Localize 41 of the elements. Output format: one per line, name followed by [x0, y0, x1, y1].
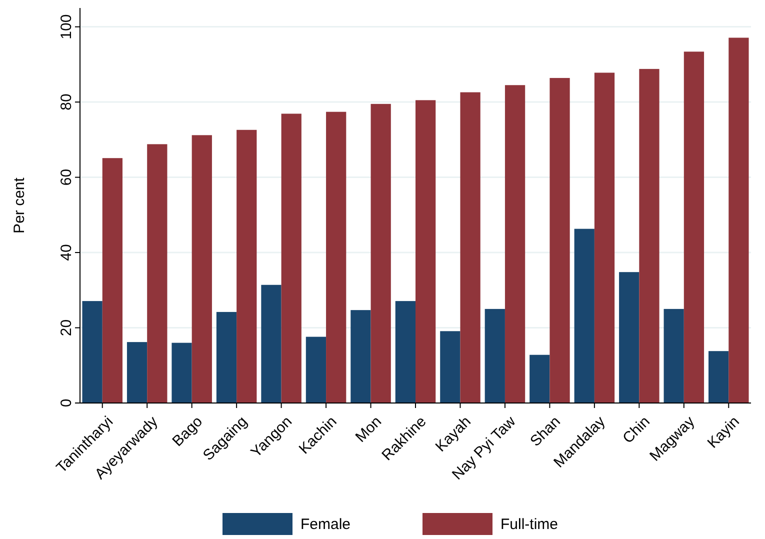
bar — [370, 104, 391, 403]
bar — [326, 112, 346, 403]
y-tick-label: 0 — [58, 398, 75, 408]
bar — [708, 351, 729, 403]
x-tick-label: Mon — [352, 413, 385, 446]
bar — [236, 130, 257, 403]
bar — [550, 78, 570, 403]
x-tick-label: Chin — [620, 413, 654, 448]
bar — [664, 308, 684, 403]
bar — [639, 68, 660, 403]
bar — [102, 158, 122, 403]
bar — [395, 301, 416, 403]
y-tick-label: 80 — [58, 94, 75, 110]
bar — [281, 114, 302, 403]
bar — [594, 72, 615, 403]
bar — [82, 301, 102, 403]
bar — [306, 336, 326, 403]
bar — [172, 342, 192, 403]
bar — [530, 354, 550, 403]
bar — [484, 308, 505, 403]
y-axis-title: Per cent — [11, 176, 28, 234]
bar — [416, 100, 436, 403]
bar — [147, 144, 168, 403]
bar — [728, 38, 749, 403]
bar — [350, 310, 371, 403]
bar — [216, 312, 237, 403]
y-tick-label: 100 — [58, 14, 75, 40]
y-tick-label: 20 — [58, 319, 75, 336]
bar — [460, 92, 480, 403]
bar — [440, 331, 460, 403]
bar — [684, 52, 704, 403]
bar — [261, 284, 282, 403]
bar — [619, 272, 640, 403]
bar — [574, 228, 594, 403]
legend-label: Full-time — [500, 516, 558, 533]
y-tick-label: 60 — [58, 168, 75, 186]
y-tick-label: 40 — [58, 244, 75, 261]
legend-label: Female — [300, 516, 351, 533]
bar — [504, 85, 526, 403]
bar — [126, 342, 148, 403]
bar — [192, 135, 212, 403]
